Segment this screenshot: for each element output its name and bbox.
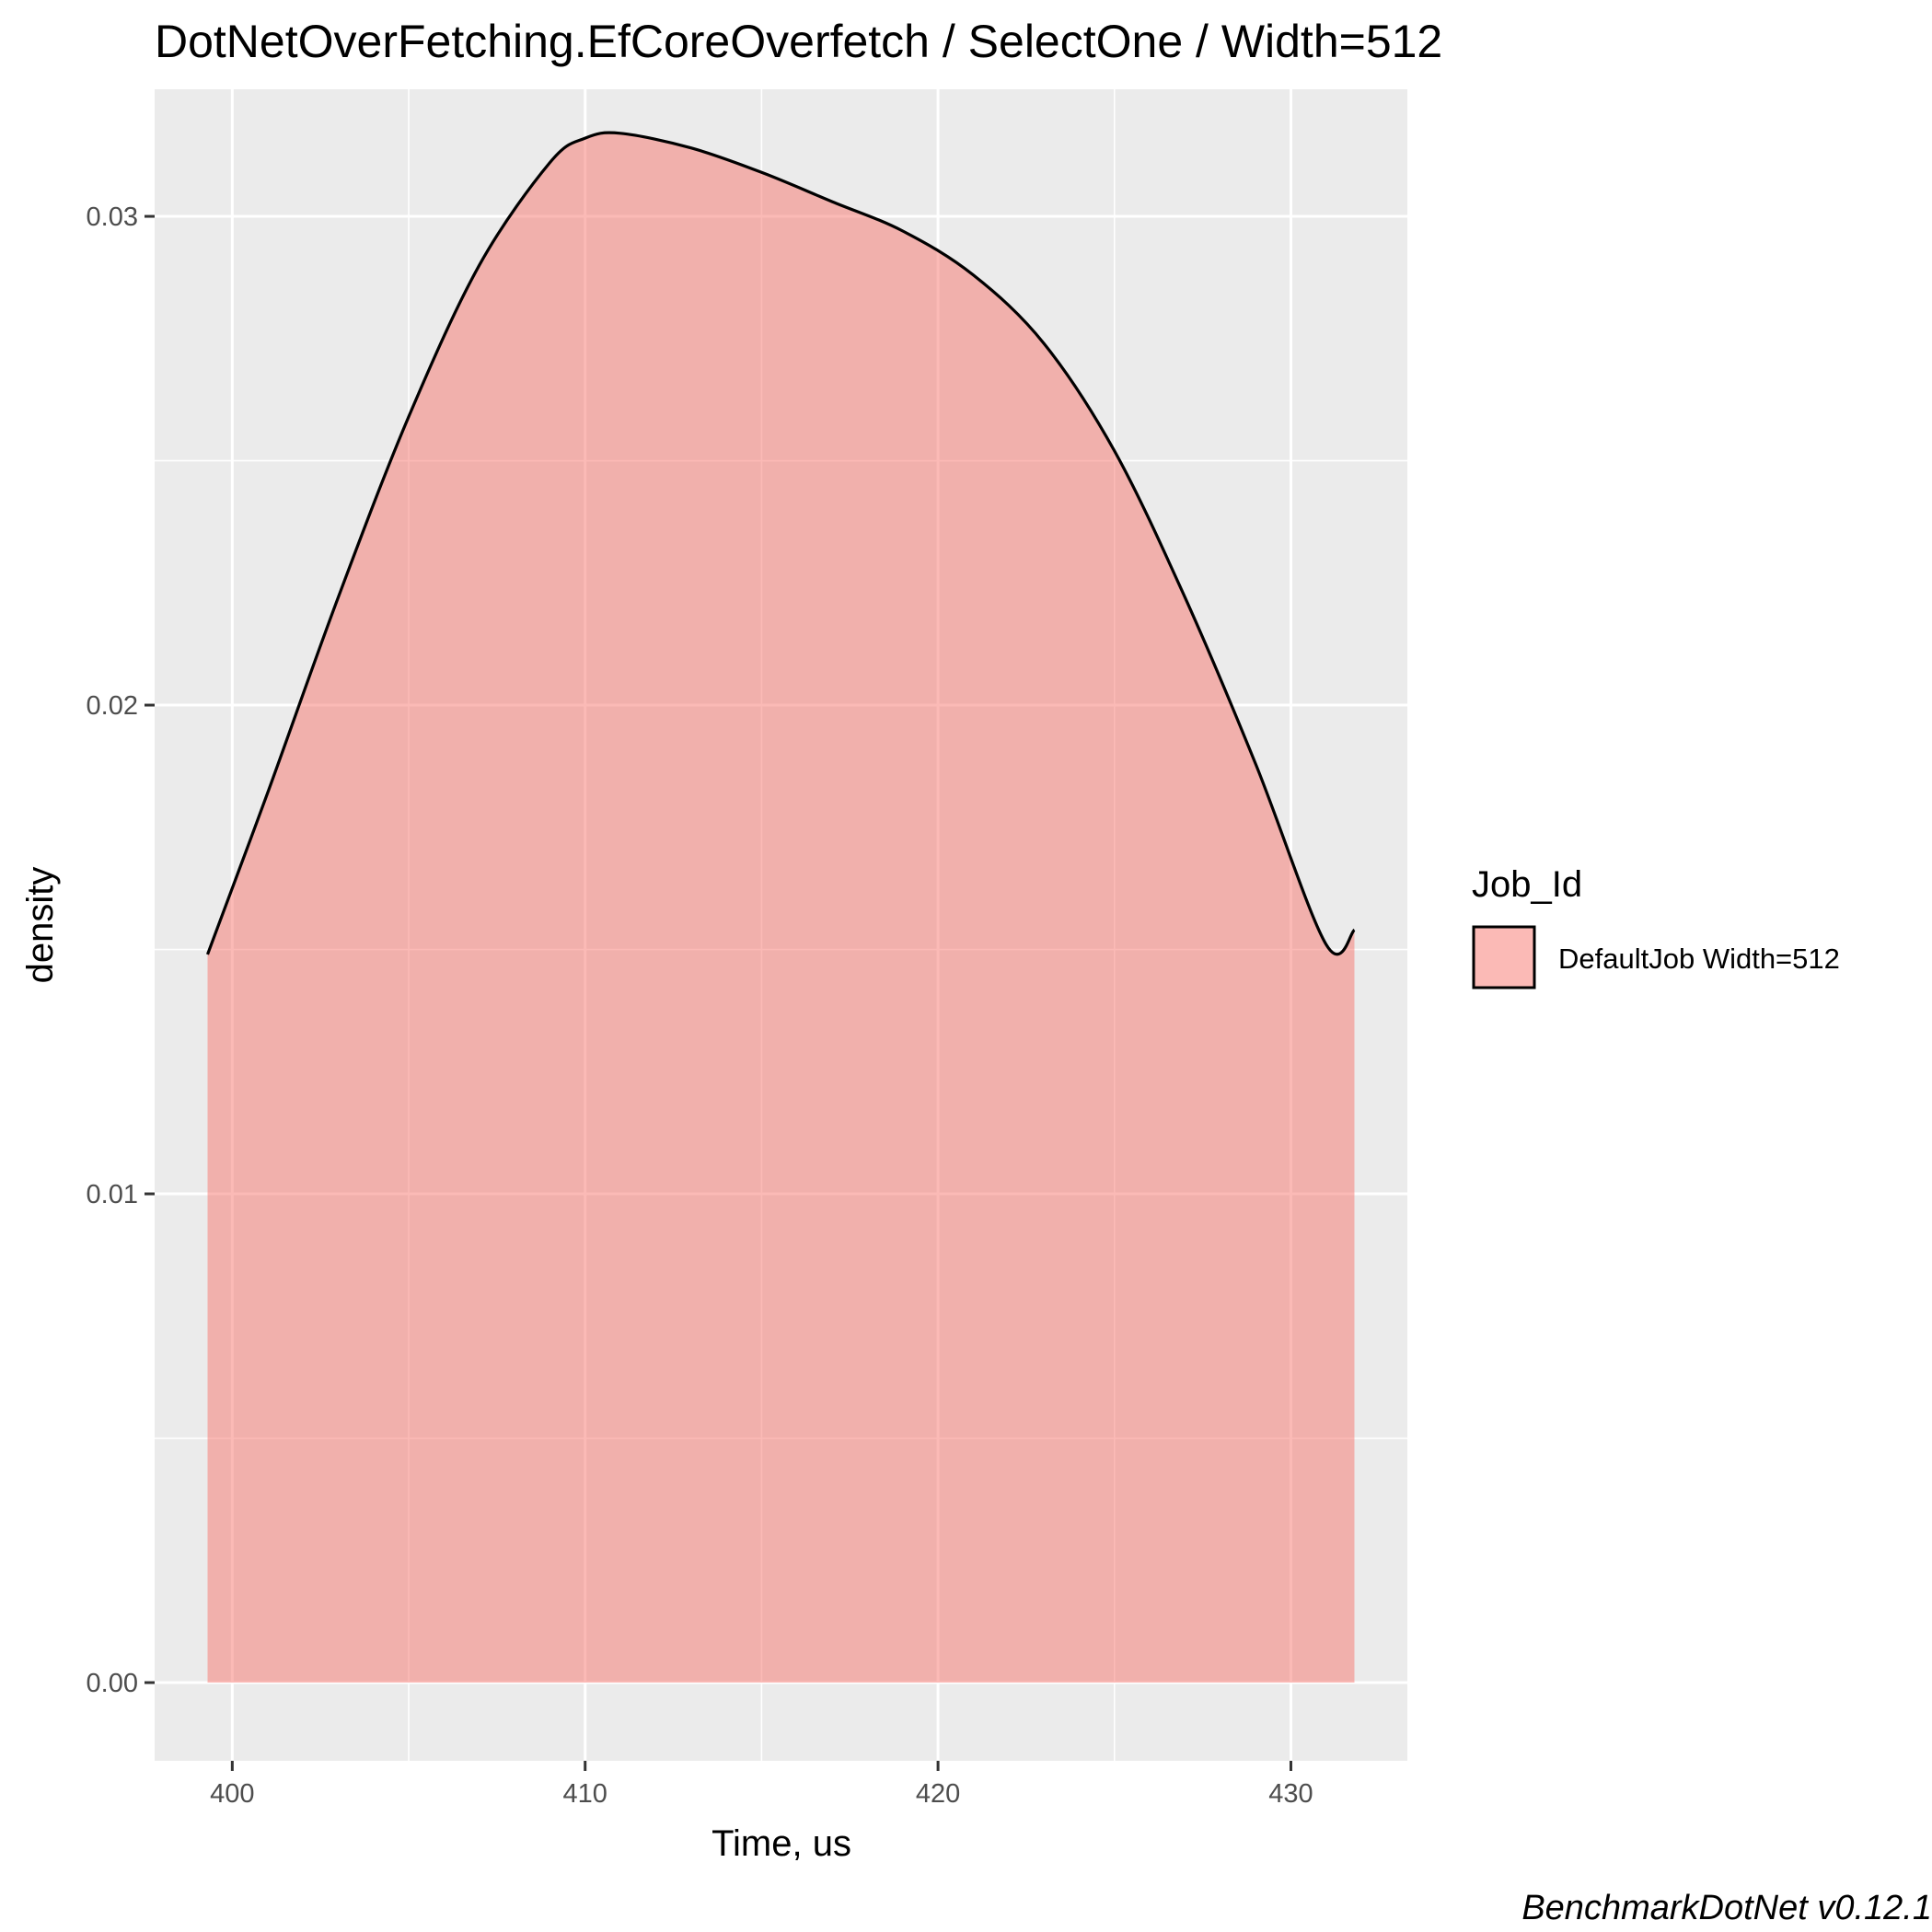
x-tick-label: 420 — [916, 1779, 960, 1809]
series-layer — [206, 131, 1356, 1683]
legend: Job_Id DefaultJob Width=512 — [1472, 864, 1840, 989]
density-curve — [206, 131, 1356, 956]
legend-key-swatch — [1472, 925, 1536, 989]
y-axis: 0.00 0.01 0.02 0.03 — [87, 202, 155, 1698]
x-axis: 400 410 420 430 — [210, 1761, 1313, 1809]
x-tick-label: 400 — [210, 1779, 254, 1809]
legend-title: Job_Id — [1472, 864, 1582, 905]
x-axis-title: Time, us — [711, 1823, 851, 1864]
legend-label: DefaultJob Width=512 — [1558, 943, 1840, 975]
x-tick-label: 410 — [563, 1779, 607, 1809]
y-axis-title: density — [20, 867, 61, 984]
chart-title: DotNetOverFetching.EfCoreOverfetch / Sel… — [155, 16, 1442, 67]
y-tick-label: 0.03 — [87, 202, 138, 232]
y-tick-label: 0.01 — [87, 1180, 138, 1209]
y-tick-label: 0.02 — [87, 691, 138, 721]
y-tick-label: 0.00 — [87, 1669, 138, 1698]
x-tick-label: 430 — [1268, 1779, 1313, 1809]
density-area — [207, 133, 1355, 1683]
chart-caption: BenchmarkDotNet v0.12.1 — [1521, 1889, 1932, 1927]
